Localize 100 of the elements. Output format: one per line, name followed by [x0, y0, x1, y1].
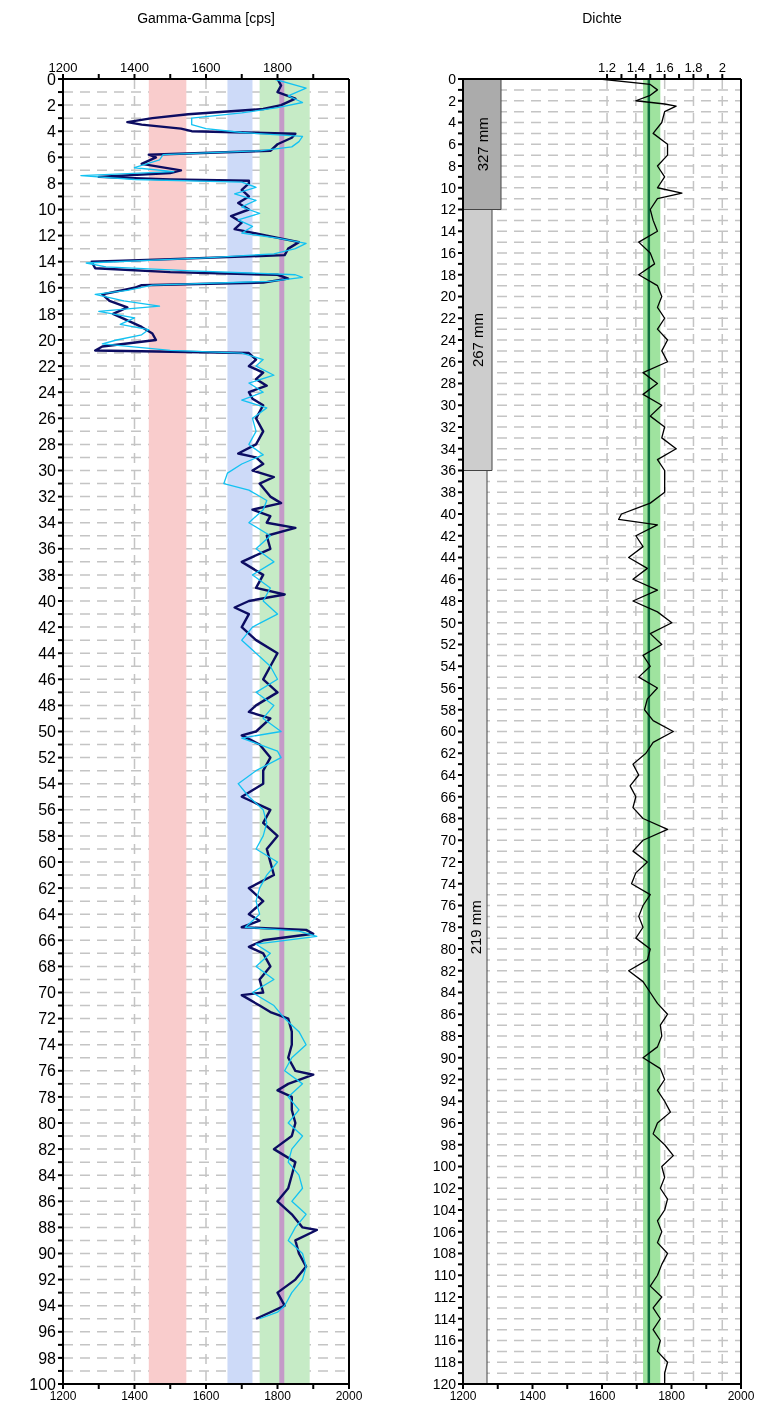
y-tick-label: 42	[38, 618, 57, 636]
chart-title: Dichte	[581, 10, 623, 26]
y-tick-label: 30	[38, 462, 57, 480]
y-tick-label: 104	[432, 1201, 457, 1218]
y-tick-label: 34	[38, 514, 57, 532]
y-tick-label: 10	[440, 179, 457, 196]
y-tick-label: 88	[440, 1027, 457, 1044]
x-tick-label: 2000	[727, 1388, 755, 1403]
y-tick-label: 70	[38, 984, 57, 1002]
y-tick-label: 60	[38, 853, 57, 871]
y-tick-label: 48	[440, 592, 457, 609]
y-tick-label: 100	[432, 1158, 457, 1175]
y-tick-label: 4	[448, 114, 457, 131]
y-tick-label: 42	[440, 527, 457, 544]
y-tick-label: 12	[440, 201, 457, 218]
y-tick-label: 38	[38, 566, 57, 584]
y-tick-label: 118	[433, 1354, 457, 1371]
y-tick-label: 92	[440, 1071, 457, 1088]
y-tick-label: 18	[38, 305, 57, 323]
y-tick-label: 86	[38, 1192, 57, 1210]
y-tick-label: 70	[440, 832, 457, 849]
y-tick-label: 46	[38, 670, 57, 688]
y-tick-label: 40	[440, 505, 457, 522]
y-tick-label: 112	[433, 1288, 457, 1305]
x-tick-label: 1600	[192, 1388, 220, 1403]
y-tick-label: 68	[440, 810, 457, 827]
x2-tick-label: 2	[718, 60, 726, 75]
y-tick-label: 50	[38, 723, 57, 741]
y-tick-label: 52	[38, 749, 57, 767]
band-label: 219 mm	[466, 900, 484, 955]
x2-tick-label: 1400	[120, 60, 149, 75]
y-tick-label: 98	[38, 1349, 57, 1367]
x2-tick-label: 1600	[191, 60, 221, 75]
x-tick-label: 1400	[121, 1388, 149, 1403]
y-tick-label: 96	[440, 1114, 457, 1131]
y-tick-label: 76	[440, 897, 457, 914]
y-tick-label: 8	[47, 175, 57, 193]
y-tick-label: 12	[38, 227, 57, 245]
y-tick-label: 58	[38, 827, 57, 845]
y-tick-label: 24	[440, 331, 457, 348]
band-label: 327 mm	[473, 117, 491, 172]
y-tick-label: 38	[440, 484, 457, 501]
y-tick-label: 50	[440, 614, 457, 631]
x-tick-label: 1600	[588, 1388, 616, 1403]
y-tick-label: 30	[440, 397, 457, 414]
y-tick-label: 6	[47, 148, 57, 166]
y-tick-label: 46	[440, 571, 457, 588]
y-tick-label: 0	[448, 70, 457, 87]
y-tick-label: 10	[38, 201, 57, 219]
y-tick-label: 6	[448, 136, 457, 153]
y-tick-label: 80	[440, 940, 457, 957]
y-tick-label: 16	[440, 244, 457, 261]
y-tick-label: 48	[38, 697, 57, 715]
x2-tick-label: 1.2	[598, 60, 617, 75]
y-tick-label: 80	[38, 1114, 57, 1132]
y-tick-label: 106	[432, 1223, 457, 1240]
y-tick-label: 20	[38, 331, 57, 349]
y-tick-label: 44	[440, 549, 457, 566]
y-tick-label: 2	[47, 96, 57, 114]
y-tick-label: 108	[432, 1245, 457, 1262]
y-tick-label: 82	[440, 962, 457, 979]
y-tick-label: 74	[38, 1036, 57, 1054]
y-tick-label: 110	[433, 1267, 457, 1284]
y-tick-label: 84	[38, 1166, 57, 1184]
chart-title: Gamma-Gamma [cps]	[136, 10, 276, 26]
y-tick-label: 62	[38, 879, 57, 897]
y-tick-label: 54	[440, 658, 457, 675]
y-tick-label: 22	[440, 310, 457, 327]
y-tick-label: 116	[433, 1332, 457, 1349]
x-tick-label: 1800	[264, 1388, 292, 1403]
y-tick-label: 34	[440, 440, 457, 457]
y-tick-label: 88	[38, 1219, 57, 1237]
y-tick-label: 26	[440, 353, 457, 370]
y-tick-label: 36	[440, 462, 457, 479]
y-tick-label: 114	[433, 1310, 457, 1327]
x-tick-label: 1800	[658, 1388, 686, 1403]
y-tick-label: 8	[448, 157, 457, 174]
x2-tick-label: 1200	[48, 60, 78, 75]
y-tick-label: 94	[38, 1297, 57, 1315]
y-tick-label: 54	[38, 775, 57, 793]
y-tick-label: 84	[440, 984, 457, 1001]
y-tick-label: 90	[38, 1245, 57, 1263]
x-tick-label: 1400	[519, 1388, 547, 1403]
y-tick-label: 18	[440, 266, 457, 283]
band-label: 267 mm	[469, 312, 486, 368]
y-tick-label: 64	[440, 766, 457, 783]
y-tick-label: 66	[38, 931, 57, 949]
x2-tick-label: 1.8	[684, 60, 703, 75]
x2-tick-label: 1.4	[626, 60, 645, 75]
y-tick-label: 40	[38, 592, 57, 610]
y-tick-label: 72	[440, 853, 457, 870]
y-tick-label: 56	[38, 801, 57, 819]
x2-tick-label: 1800	[263, 60, 292, 75]
y-tick-label: 20	[440, 288, 457, 305]
y-tick-label: 4	[47, 122, 57, 140]
y-tick-label: 14	[440, 223, 457, 240]
y-tick-label: 74	[440, 875, 457, 892]
y-tick-label: 44	[38, 644, 57, 662]
y-tick-label: 62	[440, 745, 457, 762]
y-tick-label: 98	[440, 1136, 457, 1153]
